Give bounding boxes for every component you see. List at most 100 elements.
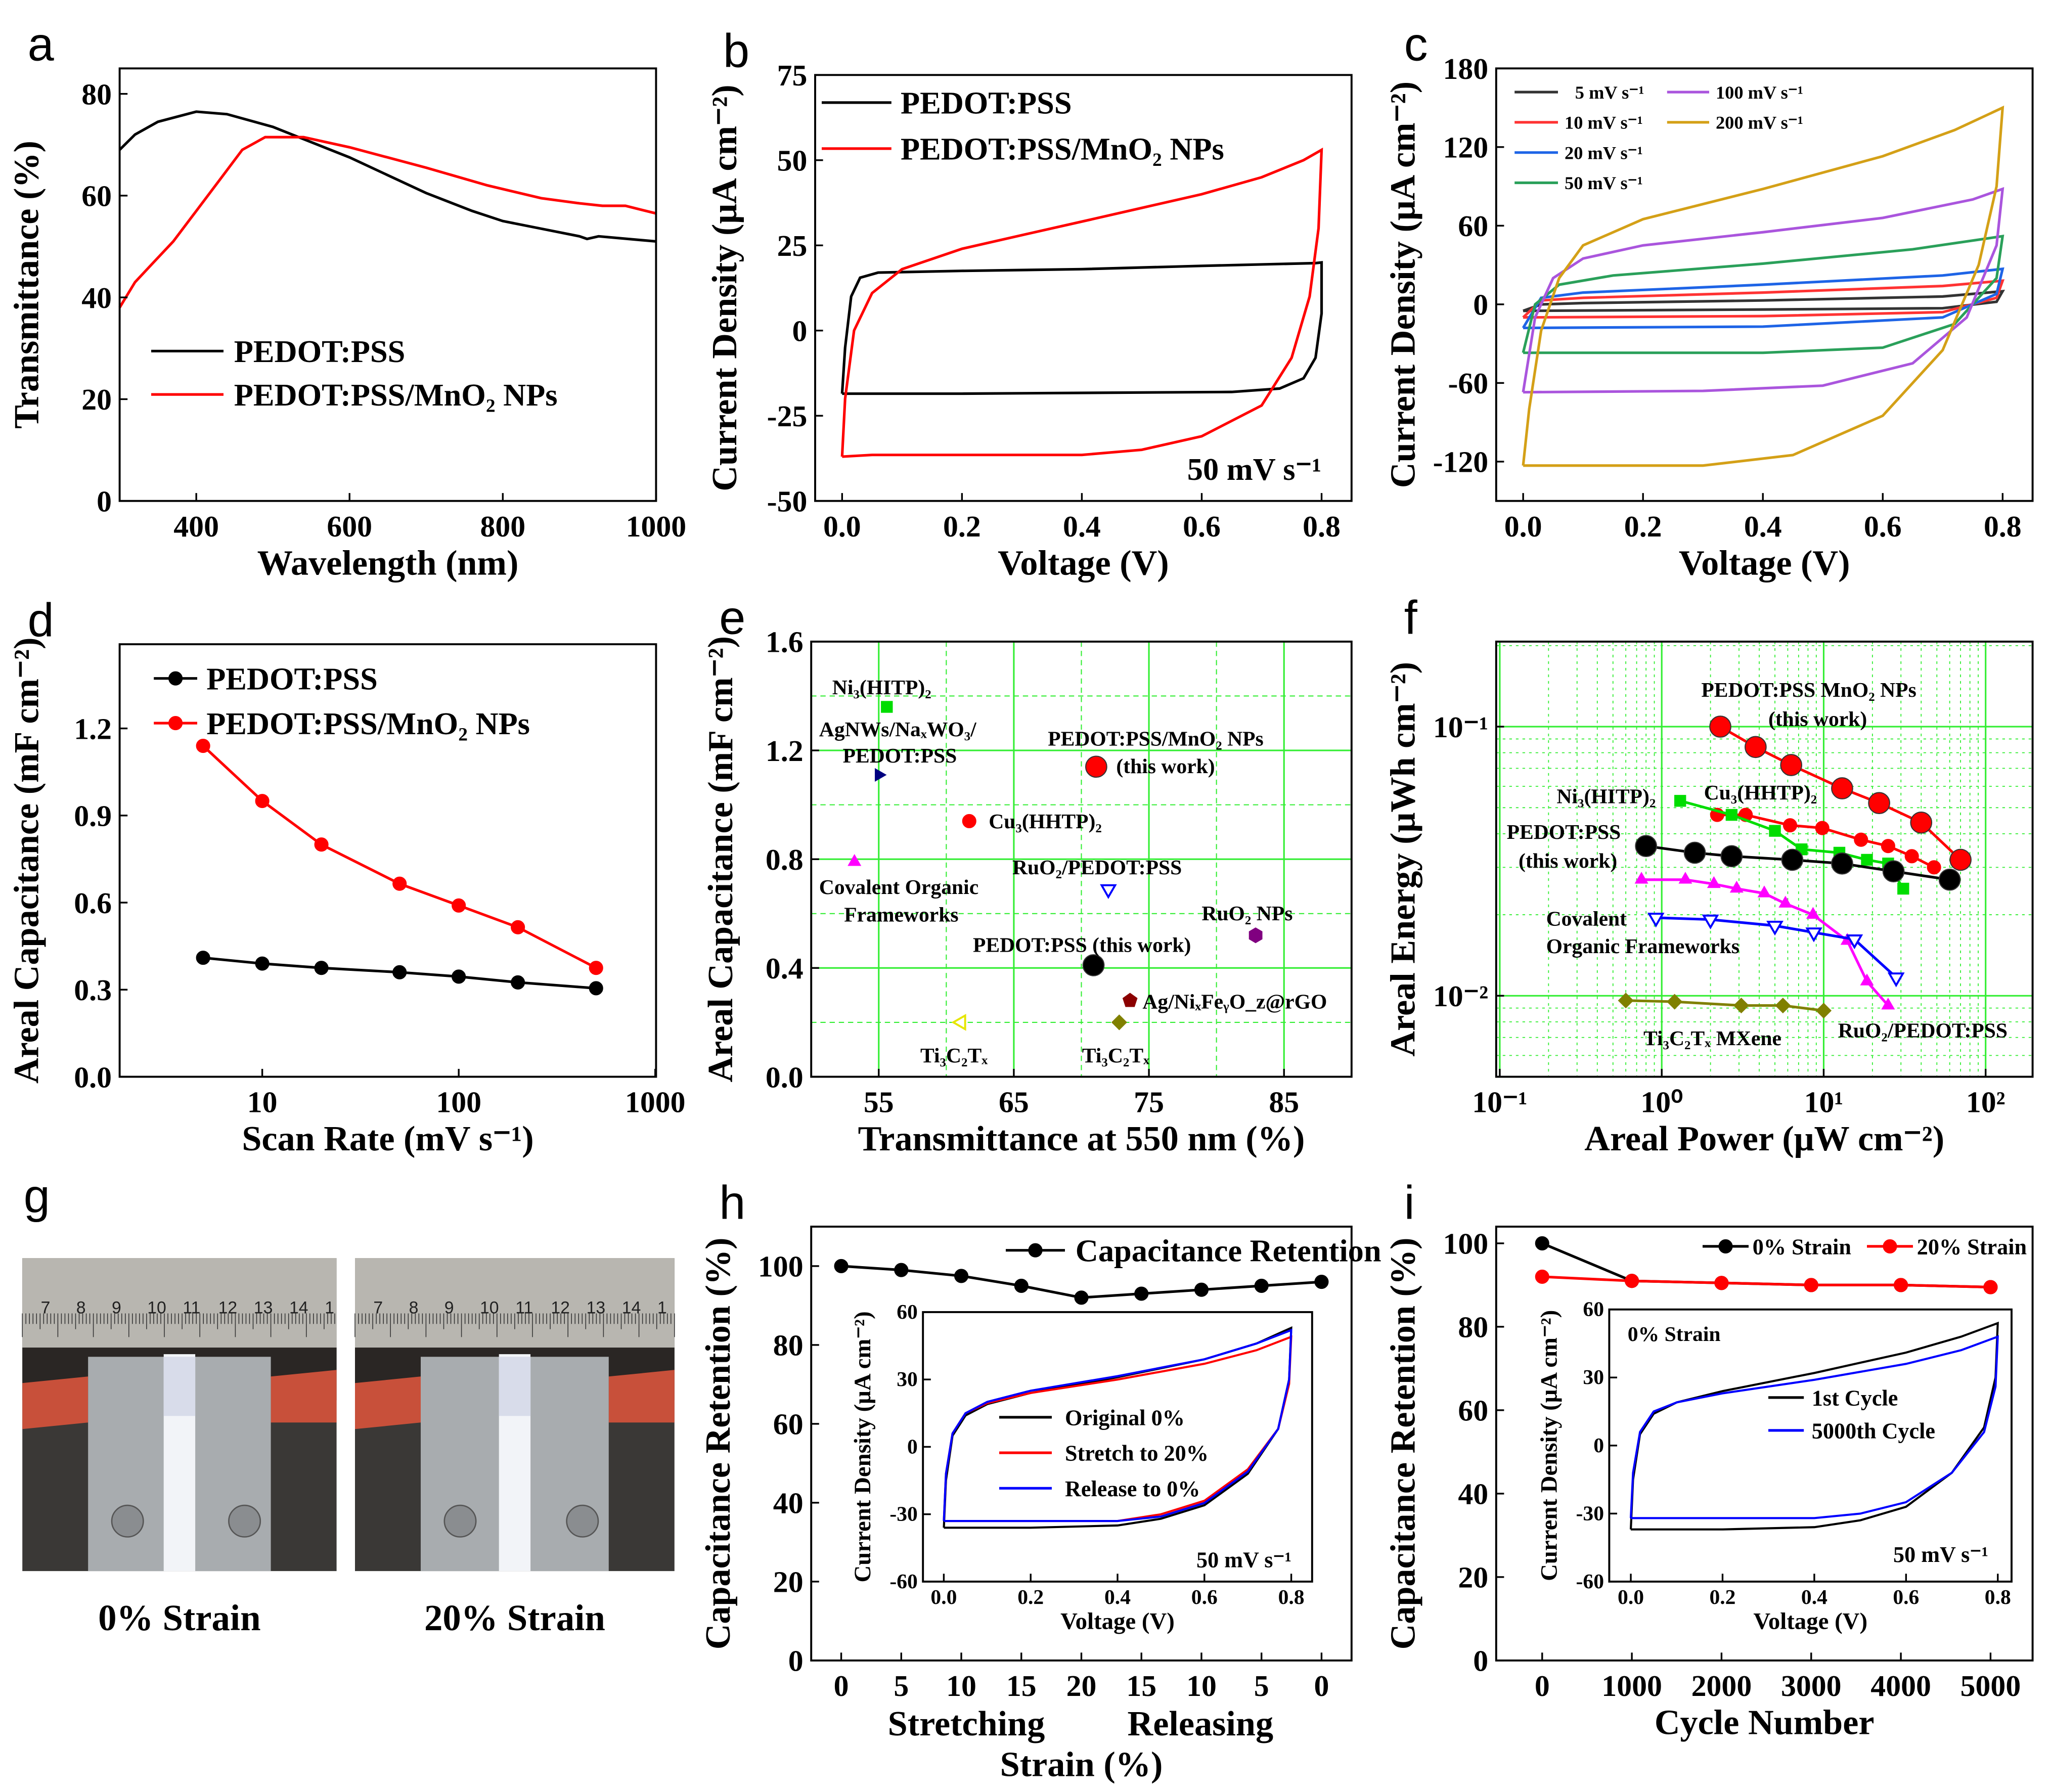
legend-label: Stretch to 20%: [1065, 1441, 1209, 1466]
y-axis-label: Transmittance (%): [7, 141, 46, 429]
data-point: [1778, 895, 1793, 908]
legend-label: PEDOT:PSS/MnO₂ NPs: [206, 706, 530, 741]
y-tick-label: 10⁻¹: [1433, 710, 1488, 744]
x-tick-label: 10¹: [1804, 1086, 1844, 1119]
y-tick-label: -30: [1576, 1501, 1604, 1525]
legend: 5 mV s⁻¹ 10 mV s⁻¹ 20 mV s⁻¹ 50 mV s⁻¹ 100 m…: [1514, 82, 1803, 193]
series-11: [1111, 1014, 1127, 1031]
series-3: [1085, 755, 1107, 778]
y-tick-label: 10⁻²: [1433, 979, 1488, 1013]
annotation: PEDOT:PSS/MnO₂ NPs: [1048, 727, 1264, 750]
data-point: [1618, 993, 1634, 1009]
x-tick-label: 75: [1134, 1086, 1164, 1119]
y-tick-label: -50: [767, 485, 808, 518]
legend-item: Stretch to 20%: [999, 1441, 1209, 1466]
panel-label: i: [1404, 1176, 1415, 1229]
legend-item: 200 mV s⁻¹: [1667, 113, 1803, 133]
panel-d: 10 100 1000 0.0 0.3 0.6 0.9 1.2 Scan Rate (mV s⁻…: [7, 593, 685, 1158]
data-point: [1720, 845, 1743, 868]
ruler-number: 10: [147, 1298, 166, 1318]
legend-item: PEDOT:PSS: [154, 662, 378, 697]
ruler-number: 12: [218, 1298, 238, 1318]
x-axis-label: Cycle Number: [1655, 1703, 1875, 1742]
x-axis-label: Strain (%): [1000, 1745, 1163, 1784]
series-5: [1634, 872, 1895, 1010]
legend-item: PEDOT:PSS/MnO₂ NPs: [151, 378, 558, 413]
x-tick-label: 2000: [1691, 1669, 1752, 1703]
data-point: [1635, 835, 1657, 858]
x-tick-label: 0: [1314, 1669, 1329, 1703]
data-point: [1904, 849, 1919, 864]
x-tick-label: 85: [1269, 1086, 1299, 1119]
y-axis-label: Areal Capacitance (mF cm⁻²): [7, 638, 46, 1084]
y-tick-label: -60: [1448, 367, 1488, 400]
annotation: Frameworks: [844, 903, 958, 926]
data-point: [589, 961, 603, 975]
x-tick-label: 10: [247, 1086, 278, 1119]
y-tick-label: 180: [1443, 52, 1488, 85]
data-point: [1757, 885, 1771, 898]
legend-marker: [1718, 1239, 1733, 1253]
legend-label: PEDOT:PSS: [901, 86, 1072, 121]
data-point: [1938, 868, 1961, 891]
x-tick-label: 0.8: [1984, 510, 2022, 543]
y-tick-label: 1.2: [766, 734, 804, 768]
annotation: (this work): [1116, 754, 1215, 778]
data-point: [1949, 848, 1972, 871]
x-tick-label: 800: [480, 510, 525, 543]
series-line: [840, 147, 1323, 458]
y-tick-label: 0: [1473, 288, 1488, 322]
y-axis-label: Capacitance Retention (%): [698, 1237, 738, 1649]
x-tick-label: 20: [1066, 1669, 1097, 1703]
inset-title: 0% Strain: [1628, 1322, 1721, 1346]
plot-frame: [118, 643, 657, 1078]
y-tick-label: 0: [907, 1435, 918, 1458]
series-2: [1535, 1269, 1998, 1294]
panel-g: g 7 8 9 10 11 12 13 14 1 0% Strain 7 8 9 10 11 12 13 14 1 2…: [22, 1169, 675, 1638]
legend-label: 5 mV s⁻¹: [1575, 82, 1644, 103]
data-point: [1535, 1236, 1549, 1250]
legend-label: Release to 0%: [1065, 1476, 1200, 1501]
data-point: [1733, 997, 1750, 1014]
legend-item: PEDOT:PSS: [151, 334, 405, 369]
data-point: [1634, 872, 1648, 884]
panel-label: f: [1404, 591, 1418, 644]
data-point: [881, 701, 893, 713]
annotation: RuO₂ NPs: [1201, 902, 1292, 925]
x-tick-label: 0.2: [1017, 1585, 1044, 1608]
legend-item: 50 mV s⁻¹: [1514, 173, 1643, 193]
data-point: [962, 814, 976, 828]
series-1: [834, 1259, 1329, 1305]
y-tick-label: 1.2: [74, 712, 112, 745]
panel-b: 0.0 0.2 0.4 0.6 0.8 -50 -25 0 25 50 75 Voltage (V) C…: [705, 24, 1353, 583]
series-6: [1100, 884, 1117, 900]
series-7: [1618, 993, 1832, 1019]
x-tick-label: 0.4: [1744, 510, 1782, 543]
ruler-number: 14: [289, 1298, 308, 1318]
ruler-number: 14: [622, 1298, 641, 1318]
legend-label: 20% Strain: [1917, 1234, 2027, 1259]
legend-label: PEDOT:PSS: [234, 334, 406, 369]
data-point: [1535, 1269, 1549, 1284]
x-axis-label: Voltage (V): [1753, 1608, 1867, 1634]
data-point: [1805, 927, 1822, 943]
series-1: [118, 110, 656, 243]
x-tick-label: 55: [864, 1086, 894, 1119]
annotation: PEDOT:PSS MnO₂ NPs: [1701, 678, 1916, 701]
x-tick-label: 0.4: [1801, 1585, 1827, 1608]
data-point: [314, 837, 329, 852]
data-point: [951, 1013, 966, 1031]
x-tick-label: 0.6: [1183, 510, 1221, 543]
y-tick-label: 0: [1473, 1644, 1488, 1678]
y-tick-label: 25: [777, 229, 808, 262]
series-line: [1522, 105, 2004, 467]
series-line: [943, 1328, 1292, 1522]
x-tick-label: 1000: [625, 1086, 686, 1119]
annotation: Cu₃(HHTP)₂: [1704, 781, 1817, 804]
annotation: PEDOT:PSS: [1507, 820, 1621, 843]
annotation: AgNWs/NaₓWO₃/: [819, 718, 976, 741]
y-tick-label: 80: [81, 77, 112, 111]
legend-item: PEDOT:PSS/MnO₂ NPs: [822, 132, 1224, 167]
series-4: [962, 814, 976, 828]
legend-item: Original 0%: [999, 1405, 1185, 1430]
